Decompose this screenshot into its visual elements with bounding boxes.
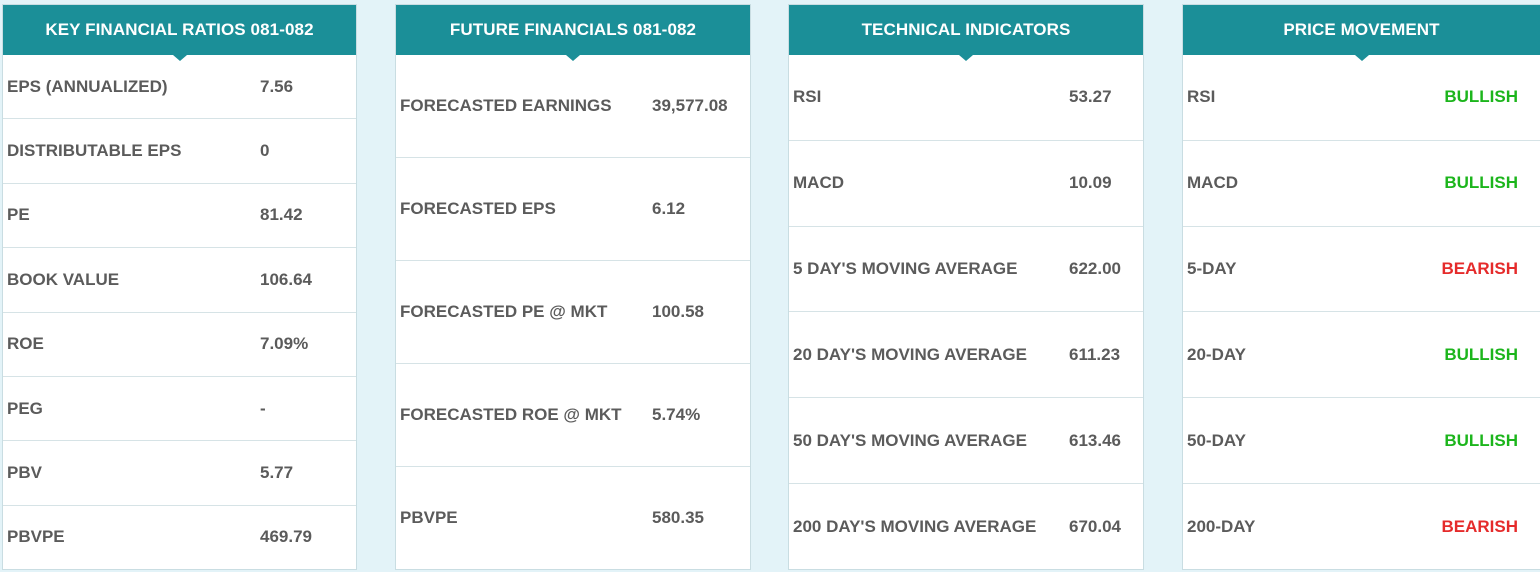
- panel-title: TECHNICAL INDICATORS: [789, 5, 1143, 61]
- row-value: 611.23: [1069, 344, 1121, 364]
- table-row: PE 81.42: [3, 182, 356, 247]
- price-movement-panel: PRICE MOVEMENT RSI BULLISH MACD BULLISH 5-…: [1182, 4, 1540, 570]
- trend-status: BEARISH: [1441, 516, 1518, 536]
- trend-status: BULLISH: [1444, 344, 1518, 364]
- table-row: PBVPE 469.79: [3, 504, 356, 569]
- table-row: 20 DAY'S MOVING AVERAGE 611.23: [789, 311, 1143, 397]
- table-row: FORECASTED EARNINGS 39,577.08: [396, 55, 750, 157]
- table-row: MACD 10.09: [789, 139, 1143, 226]
- table-row: MACD BULLISH: [1183, 139, 1540, 226]
- row-value: 580.35: [652, 508, 704, 527]
- trend-status: BULLISH: [1444, 87, 1518, 107]
- row-label: RSI: [793, 87, 822, 107]
- table-row: RSI BULLISH: [1183, 55, 1540, 140]
- row-label: PBVPE: [7, 527, 65, 547]
- trend-status: BEARISH: [1441, 259, 1518, 279]
- row-label: RSI: [1187, 87, 1216, 107]
- row-label: PBVPE: [400, 508, 458, 527]
- table-row: PBVPE 580.35: [396, 466, 750, 569]
- table-row: 5-DAY BEARISH: [1183, 225, 1540, 312]
- row-value: 106.64: [260, 269, 312, 289]
- table-row: 5 DAY'S MOVING AVERAGE 622.00: [789, 225, 1143, 312]
- row-label: 50 DAY'S MOVING AVERAGE: [793, 430, 1027, 450]
- trend-status: BULLISH: [1444, 173, 1518, 193]
- row-label: FORECASTED EARNINGS: [400, 96, 612, 115]
- table-row: PBV 5.77: [3, 440, 356, 504]
- row-label: 5 DAY'S MOVING AVERAGE: [793, 259, 1018, 279]
- row-label: DISTRIBUTABLE EPS: [7, 141, 182, 161]
- table-row: FORECASTED EPS 6.12: [396, 157, 750, 260]
- table-row: 20-DAY BULLISH: [1183, 311, 1540, 397]
- row-value: 0: [260, 141, 270, 161]
- row-label: 200-DAY: [1187, 516, 1256, 536]
- trend-status: BULLISH: [1444, 430, 1518, 450]
- future-financials-panel: FUTURE FINANCIALS 081-082 FORECASTED EAR…: [395, 4, 751, 570]
- table-row: 200 DAY'S MOVING AVERAGE 670.04: [789, 483, 1143, 569]
- row-label: EPS (ANNUALIZED): [7, 76, 168, 96]
- row-label: MACD: [793, 173, 844, 193]
- row-value: 100.58: [652, 302, 704, 321]
- table-row: PEG -: [3, 375, 356, 440]
- row-value: 469.79: [260, 527, 312, 547]
- row-label: PBV: [7, 462, 42, 482]
- table-row: RSI 53.27: [789, 55, 1143, 140]
- table-row: 50 DAY'S MOVING AVERAGE 613.46: [789, 397, 1143, 483]
- table-row: FORECASTED ROE @ MKT 5.74%: [396, 363, 750, 466]
- row-value: 39,577.08: [652, 96, 728, 115]
- row-label: 200 DAY'S MOVING AVERAGE: [793, 516, 1037, 536]
- row-label: FORECASTED EPS: [400, 199, 556, 218]
- row-label: BOOK VALUE: [7, 269, 120, 289]
- row-label: MACD: [1187, 173, 1238, 193]
- row-label: FORECASTED ROE @ MKT: [400, 405, 622, 424]
- row-value: 622.00: [1069, 259, 1121, 279]
- panel-title: KEY FINANCIAL RATIOS 081-082: [3, 5, 356, 61]
- technical-indicators-panel: TECHNICAL INDICATORS RSI 53.27 MACD 10.09 …: [788, 4, 1144, 570]
- key-financial-ratios-panel: KEY FINANCIAL RATIOS 081-082 EPS (ANNUAL…: [2, 4, 357, 570]
- table-row: FORECASTED PE @ MKT 100.58: [396, 260, 750, 363]
- row-value: 10.09: [1069, 173, 1112, 193]
- row-label: 20-DAY: [1187, 344, 1246, 364]
- table-row: 200-DAY BEARISH: [1183, 483, 1540, 569]
- row-value: 53.27: [1069, 87, 1112, 107]
- row-label: 5-DAY: [1187, 259, 1237, 279]
- row-value: 6.12: [652, 199, 686, 218]
- row-label: FORECASTED PE @ MKT: [400, 302, 608, 321]
- row-value: 7.56: [260, 76, 294, 96]
- table-row: 50-DAY BULLISH: [1183, 397, 1540, 483]
- table-row: DISTRIBUTABLE EPS 0: [3, 118, 356, 182]
- row-value: 81.42: [260, 205, 303, 225]
- row-label: PEG: [7, 398, 43, 418]
- row-value: 670.04: [1069, 516, 1121, 536]
- row-value: 7.09%: [260, 334, 309, 354]
- row-value: 613.46: [1069, 430, 1121, 450]
- table-row: ROE 7.09%: [3, 311, 356, 376]
- table-row: BOOK VALUE 106.64: [3, 247, 356, 311]
- row-value: -: [260, 398, 266, 418]
- row-value: 5.74%: [652, 405, 701, 424]
- panel-title: PRICE MOVEMENT: [1183, 5, 1540, 61]
- row-label: ROE: [7, 334, 44, 354]
- row-label: 20 DAY'S MOVING AVERAGE: [793, 344, 1027, 364]
- row-label: 50-DAY: [1187, 430, 1246, 450]
- panel-title: FUTURE FINANCIALS 081-082: [396, 5, 750, 61]
- row-label: PE: [7, 205, 30, 225]
- row-value: 5.77: [260, 462, 294, 482]
- table-row: EPS (ANNUALIZED) 7.56: [3, 55, 356, 118]
